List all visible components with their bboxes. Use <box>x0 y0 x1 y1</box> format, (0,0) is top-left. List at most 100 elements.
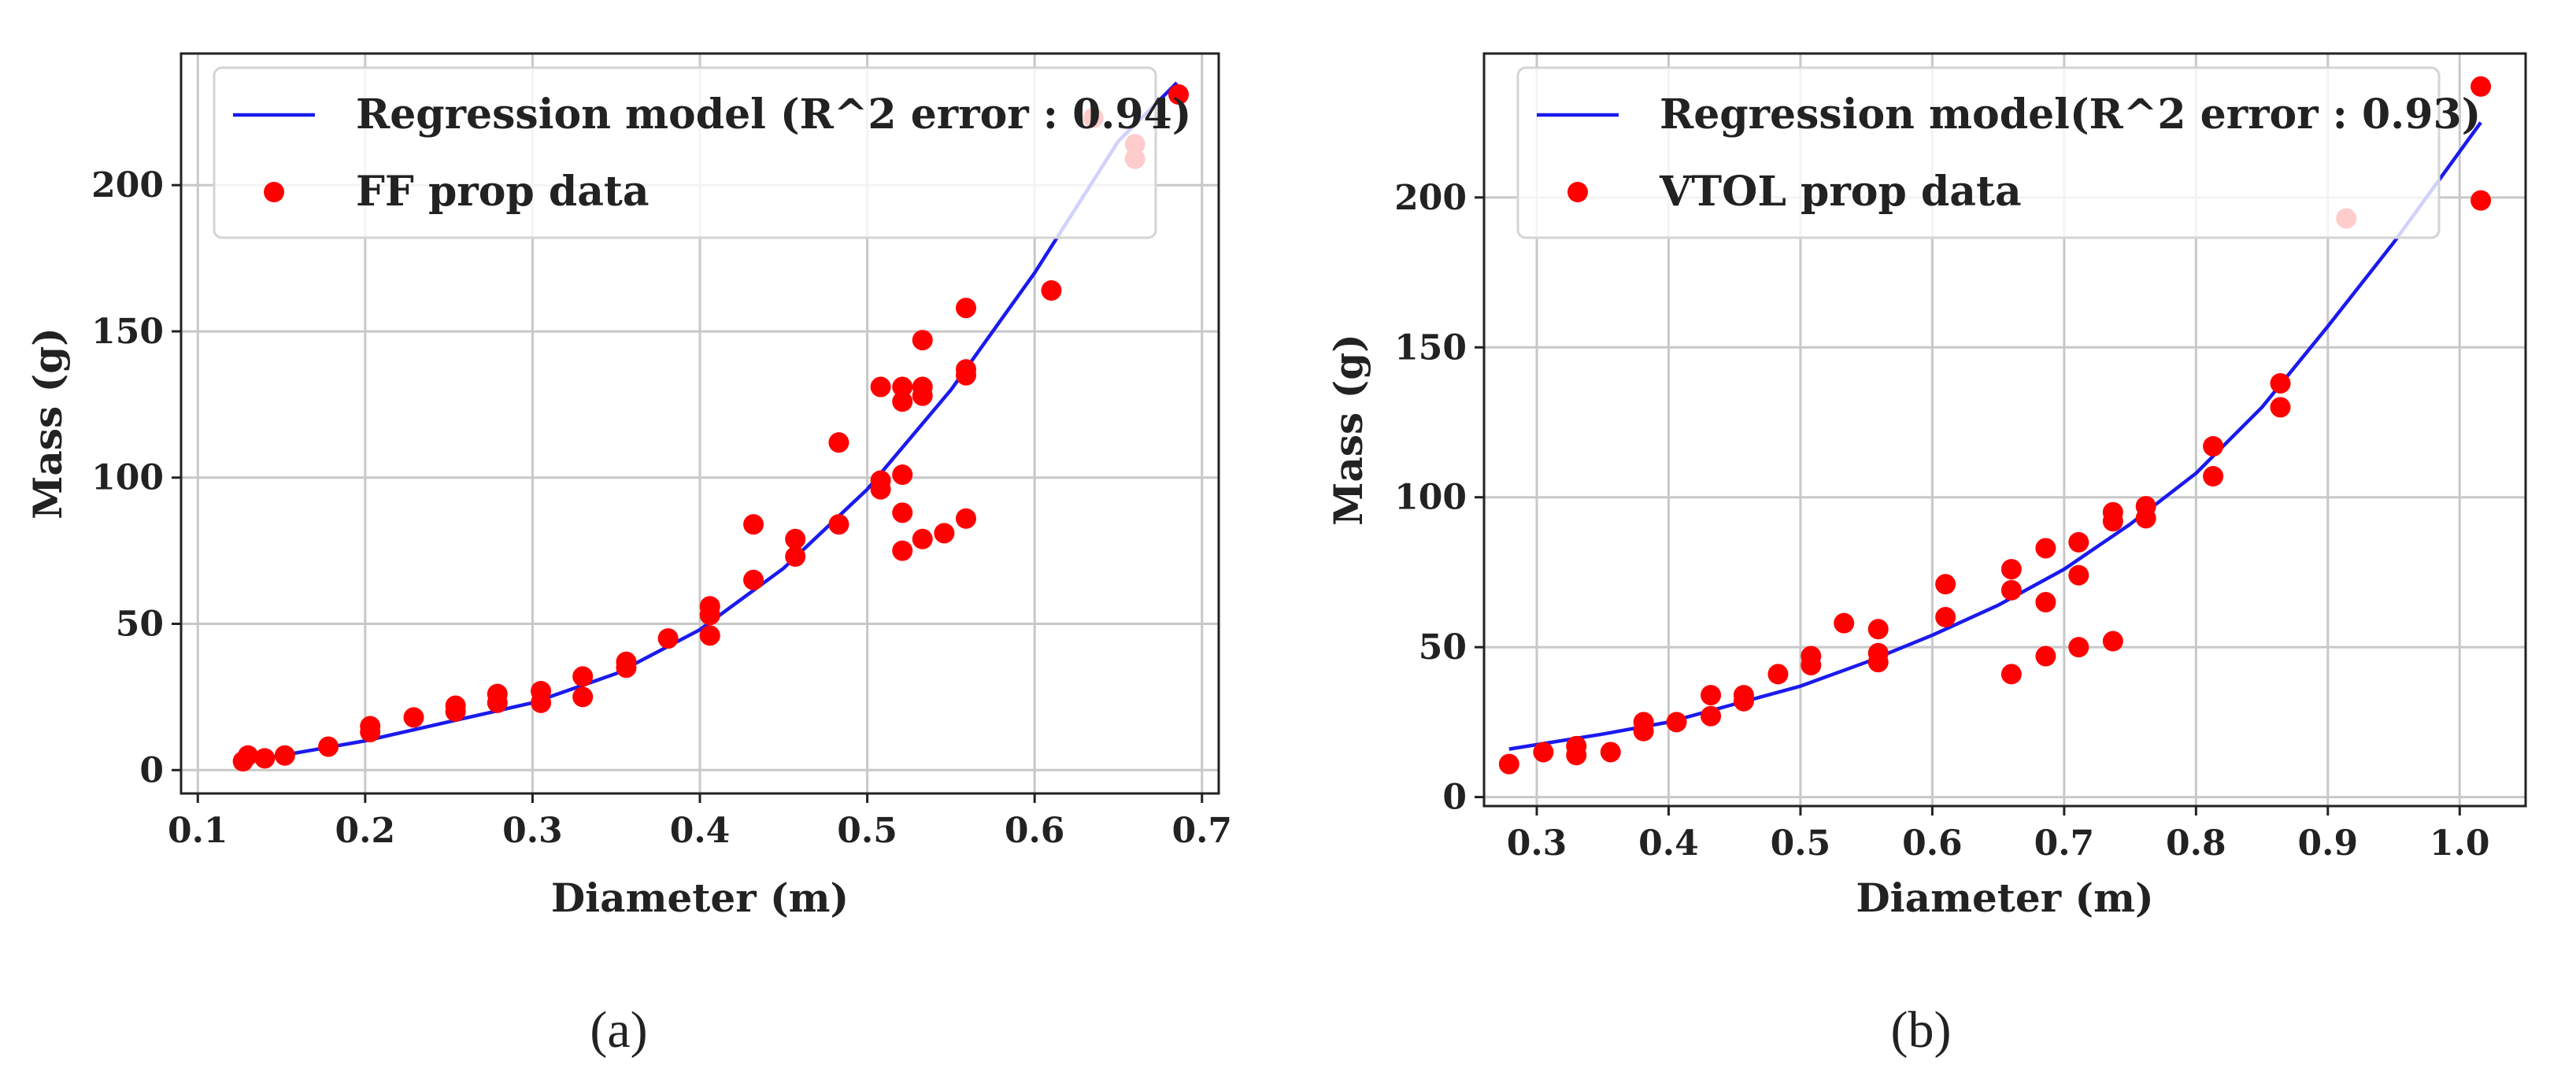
data-point <box>785 528 806 549</box>
x-tick-label: 1.0 <box>2430 823 2490 864</box>
data-point <box>1498 753 1519 775</box>
x-tick-label: 0.2 <box>335 811 396 851</box>
x-tick-label: 0.4 <box>670 811 731 851</box>
x-tick-label: 0.5 <box>837 811 898 851</box>
legend-box <box>1516 66 2441 239</box>
data-point <box>531 680 552 701</box>
data-point <box>892 540 913 561</box>
data-point <box>699 596 720 617</box>
data-point <box>1767 664 1789 685</box>
data-point <box>572 666 594 687</box>
data-point <box>2270 397 2291 418</box>
legend-point-marker <box>1567 182 1588 202</box>
x-tick-label: 0.7 <box>1171 811 1232 851</box>
data-point <box>2000 559 2022 580</box>
data-point <box>1935 574 1956 595</box>
y-tick-label: 150 <box>1394 327 1467 368</box>
x-axis-label: Diameter (m) <box>551 875 849 921</box>
data-point <box>1533 742 1554 763</box>
data-point <box>2471 190 2492 211</box>
data-point <box>912 528 933 549</box>
data-point <box>2035 645 2056 667</box>
legend-box <box>213 66 1157 239</box>
chart-panel-b: 0.3 0.4 0.5 0.6 0.7 0.8 0.9 1.0 0 50 100 150 200 Diam… <box>1325 52 2527 1059</box>
y-tick-label: 200 <box>91 165 164 205</box>
data-point <box>445 695 466 716</box>
data-point <box>2068 531 2089 553</box>
data-point <box>2203 435 2224 457</box>
data-point <box>360 716 381 737</box>
y-tick-label: 100 <box>1394 478 1467 518</box>
y-tick-label: 150 <box>91 312 164 352</box>
data-point <box>828 432 849 453</box>
data-point <box>616 651 637 672</box>
data-point <box>2203 466 2224 487</box>
data-point <box>1834 612 1855 634</box>
data-point <box>254 748 276 769</box>
data-point <box>1666 712 1687 733</box>
data-point <box>2068 564 2089 586</box>
data-point <box>1701 705 1722 727</box>
data-point <box>1041 279 1062 301</box>
data-point <box>238 745 259 766</box>
data-point <box>657 628 679 649</box>
data-point <box>912 376 933 398</box>
x-tick-label: 0.9 <box>2298 823 2359 864</box>
data-point <box>956 359 977 380</box>
chart-panel-a: 0.1 0.2 0.3 0.4 0.5 0.6 0.7 0 50 100 150 200 Diamete… <box>24 52 1232 1059</box>
data-point <box>1566 735 1587 756</box>
x-tick-label: 0.8 <box>2166 823 2226 864</box>
data-point <box>870 376 891 398</box>
x-axis-label: Diameter (m) <box>1856 875 2153 921</box>
data-point <box>892 391 913 412</box>
y-axis-label: Mass (g) <box>24 327 71 520</box>
y-tick-label: 200 <box>1394 178 1467 218</box>
data-point <box>2068 637 2089 658</box>
data-point <box>2471 76 2492 97</box>
legend-label: Regression model(R^2 error : 0.93) <box>1660 91 2481 139</box>
y-axis-label: Mass (g) <box>1325 334 1371 526</box>
plot-frame <box>1482 52 2527 808</box>
data-point <box>828 514 849 535</box>
regression-line <box>1508 121 2482 751</box>
x-tick-label: 0.7 <box>2034 823 2095 864</box>
data-point <box>1935 607 1956 628</box>
y-tick-label: 0 <box>1442 778 1467 818</box>
data-point <box>403 707 424 728</box>
data-point <box>572 686 594 708</box>
data-point <box>956 298 977 319</box>
data-point <box>1701 685 1722 706</box>
data-point <box>1600 742 1621 763</box>
y-tick-label: 50 <box>1419 627 1467 668</box>
data-point <box>892 376 913 398</box>
data-point <box>892 464 913 486</box>
data-point <box>1867 642 1889 664</box>
data-point <box>318 736 339 757</box>
y-tick-label: 100 <box>91 458 164 498</box>
data-point <box>743 569 764 590</box>
x-tick-label: 0.1 <box>168 811 228 851</box>
x-tick-label: 0.6 <box>1902 823 1963 864</box>
data-point <box>2000 664 2022 685</box>
legend-label: Regression model (R^2 error : 0.94) <box>356 91 1191 139</box>
data-point <box>743 514 764 535</box>
data-point <box>2035 538 2056 559</box>
legend-label: FF prop data <box>356 168 650 216</box>
data-point <box>1733 685 1754 706</box>
x-tick-label: 0.3 <box>502 811 563 851</box>
data-point <box>2000 579 2022 601</box>
x-tick-label: 0.6 <box>1005 811 1065 851</box>
data-point <box>912 330 933 351</box>
legend: Regression model (R^2 error : 0.94) FF pr… <box>213 66 1191 239</box>
x-tick-label: 0.3 <box>1507 823 1567 864</box>
data-point <box>1633 712 1654 733</box>
y-tick-label: 0 <box>139 750 164 790</box>
x-tick-label: 0.4 <box>1638 823 1699 864</box>
data-point <box>892 502 913 523</box>
data-point <box>2035 592 2056 613</box>
data-point <box>934 523 955 544</box>
panel-label: (b) <box>1891 1001 1952 1059</box>
data-point <box>2102 501 2123 523</box>
legend-label: VTOL prop data <box>1659 168 2022 216</box>
